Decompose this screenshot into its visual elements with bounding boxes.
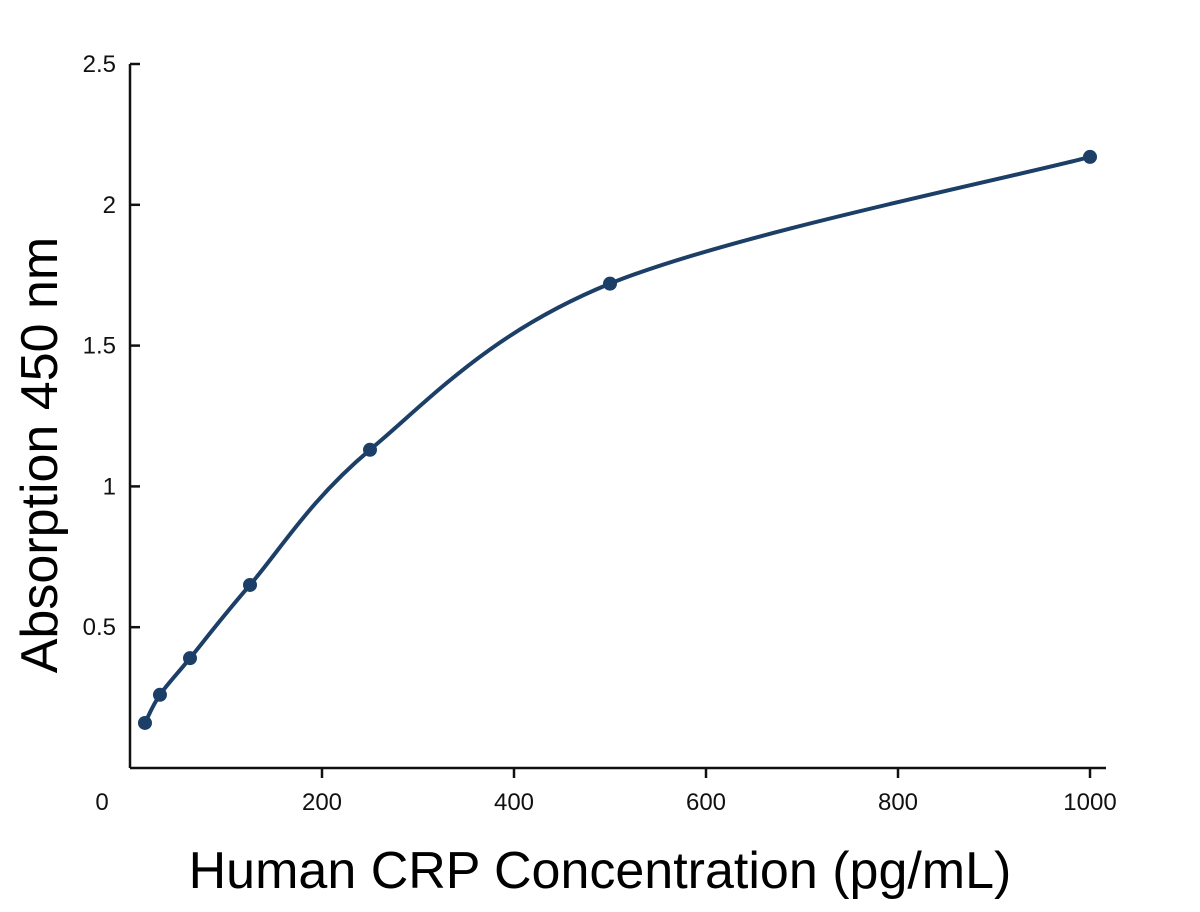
x-tick-label: 0 (95, 789, 108, 816)
data-point (1083, 149, 1097, 164)
y-axis-ticks: 0.5 1 1.5 2 2.5 (83, 51, 140, 641)
data-point (363, 442, 377, 457)
data-point (137, 715, 152, 730)
x-tick-label: 1000 (1063, 789, 1116, 816)
data-point (183, 651, 197, 666)
data-points (137, 149, 1097, 730)
data-point (603, 276, 617, 291)
data-point (243, 577, 257, 592)
x-tick-label: 400 (494, 789, 534, 816)
y-tick-label: 1.5 (83, 333, 116, 360)
axes (128, 64, 1106, 770)
y-axis-title: Absorption 450 nm (11, 237, 69, 674)
y-tick-label: 1 (103, 473, 116, 500)
y-tick-label: 2 (103, 192, 116, 219)
x-axis-title: Human CRP Concentration (pg/mL) (189, 842, 1012, 900)
x-tick-label: 600 (686, 789, 726, 816)
y-tick-label: 2.5 (83, 51, 116, 78)
fit-curve (142, 154, 1092, 725)
data-point (152, 687, 167, 702)
y-tick-label: 0.5 (83, 614, 116, 641)
x-axis-ticks: 0 200 400 600 800 1000 (95, 768, 1117, 816)
x-tick-label: 200 (302, 789, 342, 816)
x-tick-label: 800 (878, 789, 918, 816)
